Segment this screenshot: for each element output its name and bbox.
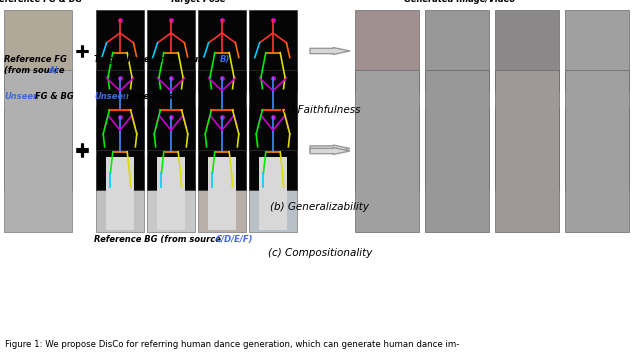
Bar bbox=[157, 157, 186, 230]
Bar bbox=[565, 10, 629, 92]
Bar bbox=[96, 155, 144, 232]
Bar bbox=[495, 107, 559, 190]
Bar bbox=[355, 70, 419, 232]
Bar bbox=[198, 107, 246, 190]
Polygon shape bbox=[310, 148, 350, 154]
Bar bbox=[96, 107, 144, 190]
Bar bbox=[249, 70, 297, 150]
Text: Target Pose (from source: Target Pose (from source bbox=[94, 55, 216, 64]
Text: (b) Generalizability: (b) Generalizability bbox=[271, 202, 369, 212]
Text: C/D/E/F): C/D/E/F) bbox=[216, 235, 253, 244]
Text: B): B) bbox=[220, 55, 230, 64]
Bar bbox=[147, 155, 195, 232]
Bar bbox=[425, 70, 489, 232]
Bar bbox=[259, 157, 287, 230]
Text: (c) Compositionality: (c) Compositionality bbox=[268, 248, 372, 258]
Text: (from source: (from source bbox=[4, 66, 67, 75]
Bar bbox=[249, 10, 297, 92]
Bar bbox=[147, 10, 195, 92]
Text: Target Pose: Target Pose bbox=[120, 92, 179, 101]
Text: Generated Image/Video: Generated Image/Video bbox=[404, 0, 516, 4]
Text: Reference FG & BG: Reference FG & BG bbox=[0, 0, 83, 4]
Bar bbox=[106, 157, 134, 230]
Polygon shape bbox=[310, 145, 350, 152]
Bar bbox=[147, 107, 195, 190]
Text: A): A) bbox=[49, 66, 60, 75]
Bar bbox=[4, 10, 72, 92]
Text: Unseen: Unseen bbox=[4, 92, 39, 101]
Bar bbox=[147, 70, 195, 150]
Bar bbox=[96, 70, 144, 150]
Bar bbox=[198, 10, 246, 92]
Bar bbox=[565, 70, 629, 232]
Text: Unseen: Unseen bbox=[94, 92, 129, 101]
Text: Figure 1: We propose DisCo for referring human dance generation, which can gener: Figure 1: We propose DisCo for referring… bbox=[5, 340, 460, 349]
Polygon shape bbox=[310, 48, 350, 54]
Bar bbox=[4, 70, 72, 232]
Bar bbox=[249, 107, 297, 190]
Bar bbox=[495, 10, 559, 92]
Text: Target Pose: Target Pose bbox=[170, 0, 226, 4]
Bar bbox=[96, 10, 144, 92]
Text: Reference BG (from source: Reference BG (from source bbox=[94, 235, 224, 244]
Bar bbox=[495, 70, 559, 232]
Bar bbox=[198, 155, 246, 232]
Bar bbox=[4, 107, 72, 190]
Bar bbox=[425, 107, 489, 190]
Bar bbox=[355, 10, 419, 92]
Bar bbox=[355, 107, 419, 190]
Text: Reference FG: Reference FG bbox=[4, 55, 67, 64]
Bar bbox=[425, 10, 489, 92]
Bar bbox=[207, 157, 236, 230]
Text: FG & BG: FG & BG bbox=[32, 92, 74, 101]
Bar bbox=[249, 155, 297, 232]
Bar bbox=[565, 107, 629, 190]
Text: (a) Faithfulness: (a) Faithfulness bbox=[280, 104, 360, 114]
Bar bbox=[198, 70, 246, 150]
